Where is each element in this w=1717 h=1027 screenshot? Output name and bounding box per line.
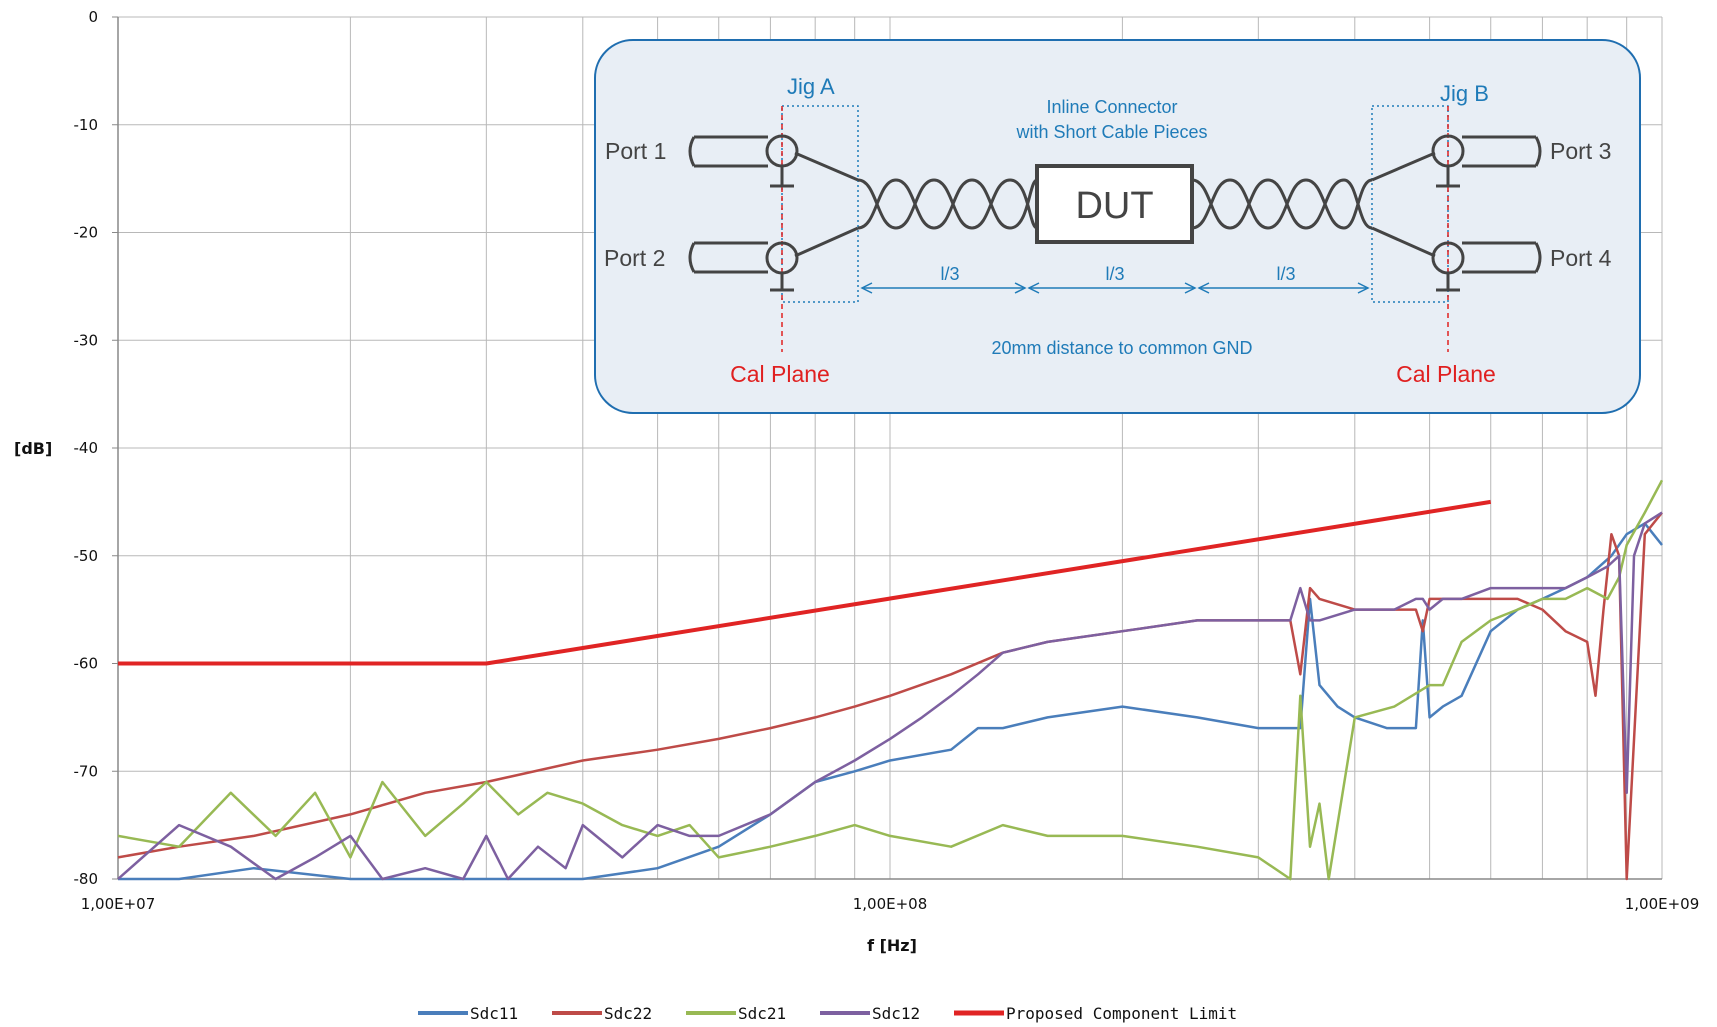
inset-diagram: DUT Jig A Jig B Port 1 Port 2 Port 3 Por…	[594, 39, 1641, 414]
twisted-pair-right	[1191, 178, 1373, 230]
legend-label: Sdc22	[604, 1004, 652, 1023]
dut-label: DUT	[1075, 185, 1153, 227]
cal-plane-right-label: Cal Plane	[1396, 361, 1496, 387]
gnd-note: 20mm distance to common GND	[991, 338, 1252, 358]
feed-wires	[794, 151, 1436, 258]
series-line-proposed-component-limit	[118, 499, 1492, 666]
port2-label: Port 2	[604, 245, 665, 271]
legend-label: Sdc11	[470, 1004, 518, 1023]
plot-area	[117, 479, 1664, 881]
y-tick-label: -40	[74, 439, 99, 457]
length-arrows	[860, 282, 1370, 294]
jig-a-box	[781, 105, 859, 303]
twisted-pair-left	[857, 178, 1038, 230]
jig-b-box	[1371, 105, 1449, 303]
jig-b-label: Jig B	[1440, 81, 1489, 106]
connector-label-line2: with Short Cable Pieces	[1015, 122, 1207, 142]
y-tick-label: -60	[74, 655, 99, 673]
x-axis-label: f [Hz]	[867, 936, 917, 955]
y-tick-label: 0	[88, 8, 98, 26]
x-tick-label: 1,00E+07	[81, 895, 156, 913]
port4-label: Port 4	[1550, 245, 1612, 271]
port3-label: Port 3	[1550, 138, 1611, 164]
series-line-sdc22	[117, 511, 1663, 881]
y-tick-label: -80	[74, 870, 99, 888]
y-tick-label: -30	[74, 331, 99, 349]
dut-box	[1035, 164, 1194, 244]
segment-label-1: l/3	[940, 264, 959, 284]
x-tick-label: 1,00E+08	[853, 895, 928, 913]
cable-port3	[1431, 134, 1542, 188]
y-tick-label: -70	[74, 762, 99, 780]
cal-plane-left-label: Cal Plane	[730, 361, 830, 387]
cable-port2	[688, 241, 799, 292]
y-tick-label: -10	[74, 116, 99, 134]
segment-label-2: l/3	[1105, 264, 1124, 284]
y-tick-label: -50	[74, 547, 99, 565]
legend: Sdc11 Sdc22 Sdc21 Sdc12 Proposed Component L…	[418, 1004, 1237, 1023]
cable-port1	[688, 134, 799, 188]
series-line-sdc12	[117, 511, 1663, 881]
x-tick-label: 1,00E+09	[1625, 895, 1700, 913]
cable-port4	[1431, 241, 1542, 292]
legend-label: Proposed Component Limit	[1006, 1004, 1237, 1023]
y-axis-label: [dB]	[14, 439, 52, 458]
connector-label-line1: Inline Connector	[1046, 97, 1177, 117]
series-line-sdc21	[117, 479, 1664, 881]
legend-label: Sdc21	[738, 1004, 786, 1023]
legend-label: Sdc12	[872, 1004, 920, 1023]
jig-a-label: Jig A	[787, 74, 835, 99]
y-tick-label: -20	[74, 224, 99, 242]
port1-label: Port 1	[605, 138, 666, 164]
segment-label-3: l/3	[1276, 264, 1295, 284]
